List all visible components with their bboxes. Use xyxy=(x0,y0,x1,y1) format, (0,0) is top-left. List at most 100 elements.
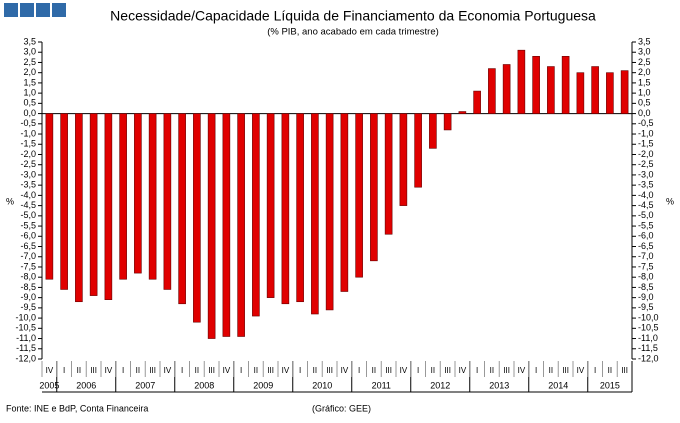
x-tick-label: III xyxy=(208,366,215,375)
x-tick-label: III xyxy=(326,366,333,375)
y-tick-label: 2,0 xyxy=(23,67,36,77)
x-tick-label: III xyxy=(444,366,451,375)
bar xyxy=(429,113,437,149)
y-tick-label: -7,5 xyxy=(20,261,36,271)
y2-tick-label: -1,0 xyxy=(638,128,654,138)
y2-tick-label: -8,5 xyxy=(638,282,654,292)
y2-tick-label: 2,5 xyxy=(638,57,651,67)
y2-tick-label: 0,0 xyxy=(638,108,651,118)
y-tick-label: -9,5 xyxy=(20,302,36,312)
y-tick-label: 2,5 xyxy=(23,57,36,67)
y-tick-label: 0,5 xyxy=(23,98,36,108)
x-tick-label: I xyxy=(476,366,478,375)
bar xyxy=(252,113,260,317)
y-tick-label: -3,0 xyxy=(20,169,36,179)
y2-tick-label: -10,0 xyxy=(638,312,659,322)
bar xyxy=(60,113,68,290)
bar xyxy=(384,113,393,235)
y-tick-label: 1,5 xyxy=(23,77,36,87)
x-tick-label: III xyxy=(385,366,392,375)
y-tick-label: -8,5 xyxy=(20,282,36,292)
x-tick-label: IV xyxy=(223,366,231,375)
x-tick-label: IV xyxy=(400,366,408,375)
bar xyxy=(296,113,304,303)
bar xyxy=(148,113,157,280)
y-axis-label: % xyxy=(6,196,14,206)
x-tick-label: III xyxy=(621,366,628,375)
y2-tick-label: 1,5 xyxy=(638,77,651,87)
x-tick-label: II xyxy=(608,366,612,375)
y2-tick-label: -4,5 xyxy=(638,200,654,210)
y2-tick-label: -5,0 xyxy=(638,210,654,220)
x-tick-label: III xyxy=(149,366,156,375)
x-tick-label: II xyxy=(549,366,553,375)
year-label: 2006 xyxy=(76,380,96,390)
bar xyxy=(163,113,172,290)
x-tick-label: III xyxy=(90,366,97,375)
x-tick-label: II xyxy=(431,366,435,375)
x-tick-label: III xyxy=(503,366,510,375)
y-tick-label: -9,0 xyxy=(20,292,36,302)
year-label: 2012 xyxy=(430,380,450,390)
x-tick-label: II xyxy=(313,366,317,375)
y-tick-label: -11,0 xyxy=(16,333,36,343)
y2-tick-label: -11,5 xyxy=(638,343,658,353)
x-tick-label: IV xyxy=(459,366,467,375)
y2-axis-label: % xyxy=(666,196,674,206)
y-tick-label: -2,5 xyxy=(20,159,36,169)
x-tick-label: IV xyxy=(105,366,113,375)
y2-tick-label: -11,0 xyxy=(638,333,658,343)
bar xyxy=(370,113,378,262)
year-label: 2013 xyxy=(489,380,509,390)
y-tick-label: 0,0 xyxy=(23,108,36,118)
y-tick-label: -10,5 xyxy=(15,323,36,333)
x-tick-label: II xyxy=(77,366,81,375)
bar xyxy=(576,72,585,114)
y-tick-label: -1,0 xyxy=(20,128,36,138)
y2-tick-label: -7,0 xyxy=(638,251,654,261)
credit: (Gráfico: GEE) xyxy=(312,403,371,413)
x-tick-label: II xyxy=(195,366,199,375)
y2-tick-label: -2,5 xyxy=(638,159,654,169)
bar xyxy=(473,90,481,114)
bar xyxy=(606,72,614,114)
x-tick-label: IV xyxy=(518,366,526,375)
bar xyxy=(502,64,511,114)
logo xyxy=(4,3,66,17)
bar xyxy=(355,113,363,278)
y2-tick-label: -9,0 xyxy=(638,292,654,302)
y2-tick-label: -6,0 xyxy=(638,231,654,241)
x-tick-label: III xyxy=(267,366,274,375)
bar xyxy=(45,113,54,280)
x-tick-label: I xyxy=(358,366,360,375)
x-tick-label: I xyxy=(181,366,183,375)
bar xyxy=(620,70,629,114)
y2-tick-label: -1,5 xyxy=(638,139,654,149)
bar xyxy=(414,113,422,188)
bar xyxy=(488,68,496,114)
y-tick-label: -8,0 xyxy=(20,272,36,282)
y-tick-label: -0,5 xyxy=(20,118,36,128)
x-tick-label: II xyxy=(254,366,258,375)
bar xyxy=(266,113,275,298)
y-tick-label: -6,0 xyxy=(20,231,36,241)
year-label: 2005 xyxy=(39,380,59,390)
y2-tick-label: 3,5 xyxy=(638,36,651,46)
year-label: 2009 xyxy=(253,380,273,390)
bar xyxy=(281,113,290,305)
bar xyxy=(547,66,555,114)
y-tick-label: 1,0 xyxy=(23,88,36,98)
bar xyxy=(325,113,334,311)
x-tick-label: IV xyxy=(577,366,585,375)
x-tick-label: IV xyxy=(164,366,172,375)
bar xyxy=(178,113,186,305)
y2-tick-label: -10,5 xyxy=(638,323,659,333)
y-tick-label: -4,0 xyxy=(20,190,36,200)
year-label: 2011 xyxy=(372,380,391,390)
x-tick-label: I xyxy=(299,366,301,375)
y-tick-label: -4,5 xyxy=(20,200,36,210)
y2-tick-label: -3,5 xyxy=(638,180,654,190)
x-tick-label: IV xyxy=(341,366,349,375)
bar xyxy=(311,113,319,315)
y2-tick-label: 3,0 xyxy=(638,47,651,57)
